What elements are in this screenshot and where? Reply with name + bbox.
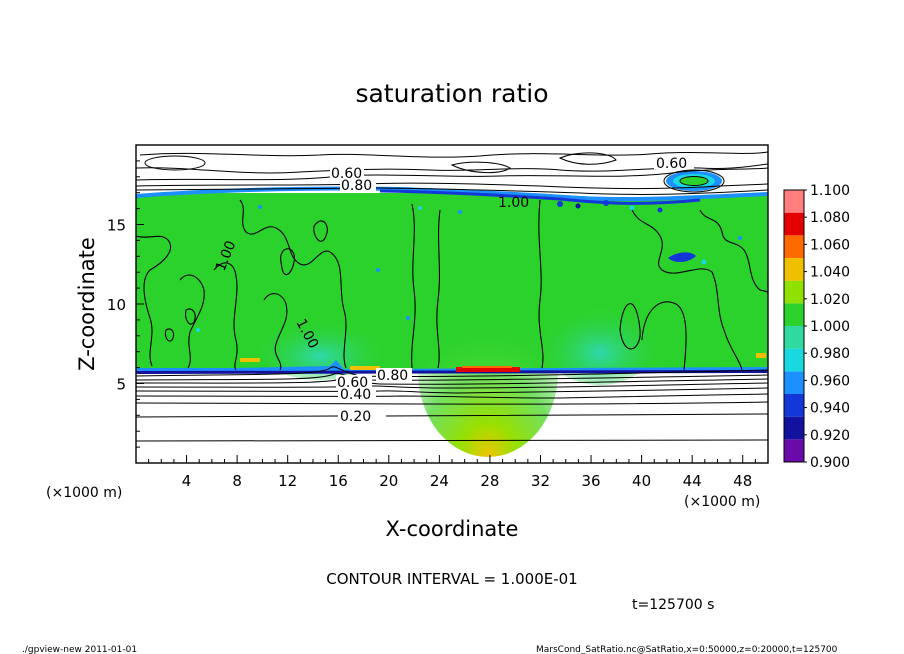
x-tick-label: 24 <box>430 472 449 490</box>
colorbar-label: 0.980 <box>810 346 850 362</box>
contour-interval-note: CONTOUR INTERVAL = 1.000E-01 <box>326 570 577 588</box>
x-tick-label: 28 <box>480 472 499 490</box>
y-tick-label: 10 <box>107 296 126 314</box>
colorbar-label: 1.100 <box>810 183 850 199</box>
contour-label: 0.80 <box>377 368 408 384</box>
colorbar-swatch <box>784 348 804 372</box>
colorbar-label: 1.020 <box>810 292 850 308</box>
colorbar-swatch <box>784 258 804 281</box>
y-axis-label: Z-coordinate <box>75 237 99 371</box>
colorbar-swatch <box>784 416 804 440</box>
x-tick-label: 20 <box>379 472 398 490</box>
colorbar-swatch <box>784 303 804 326</box>
chart-title: saturation ratio <box>355 79 548 108</box>
x-unit-label-right: (×1000 m) <box>684 494 760 510</box>
colorbar-swatch <box>784 439 804 462</box>
footer-right: MarsCond_SatRatio.nc@SatRatio,x=0:50000,… <box>536 645 838 654</box>
colorbar-swatch <box>784 235 804 258</box>
x-tick-label: 40 <box>632 472 651 490</box>
colorbar-swatch <box>784 212 804 236</box>
x-tick-label: 36 <box>581 472 600 490</box>
x-tick-label: 8 <box>232 472 242 490</box>
colorbar-swatch <box>784 326 804 349</box>
contour-label: 0.80 <box>341 178 372 194</box>
x-unit-label-left: (×1000 m) <box>46 485 122 501</box>
colorbar-swatch <box>784 190 804 213</box>
x-tick-label: 16 <box>329 472 348 490</box>
colorbar-swatch <box>784 394 804 417</box>
contour-label: 1.00 <box>498 195 529 211</box>
colorbar-label: 1.000 <box>810 319 850 335</box>
y-tick-label: 15 <box>107 217 126 235</box>
x-tick-label: 32 <box>531 472 550 490</box>
contour-label: 0.60 <box>656 156 687 172</box>
colorbar-swatch <box>784 371 804 394</box>
x-tick-label: 4 <box>182 472 192 490</box>
colorbar-label: 0.920 <box>810 428 850 444</box>
contour-label: 0.40 <box>340 387 371 403</box>
colorbar-label: 1.080 <box>810 210 850 226</box>
colorbar-label: 0.900 <box>810 455 850 471</box>
x-tick-label: 44 <box>683 472 702 490</box>
x-tick-label: 12 <box>278 472 297 490</box>
contour-label: 0.20 <box>340 409 371 425</box>
colorbar-label: 1.060 <box>810 237 850 253</box>
x-axis-label: X-coordinate <box>386 517 519 541</box>
y-tick-label: 5 <box>116 376 126 394</box>
footer-left: ./gpview-new 2011-01-01 <box>22 645 137 654</box>
colorbar-label: 1.040 <box>810 265 850 281</box>
y-axis: 5 10 15 <box>107 160 144 448</box>
plot-area: 0.60 0.80 1.00 1.00 1.00 0.60 0.80 0.60 … <box>136 145 768 463</box>
colorbar: 0.900 0.920 0.940 0.960 0.980 1.000 1.020 1.040… <box>783 183 850 471</box>
colorbar-label: 0.940 <box>810 401 850 417</box>
x-tick-label: 48 <box>733 472 752 490</box>
colorbar-label: 0.960 <box>810 373 850 389</box>
x-axis: 4 8 12 16 20 24 28 32 36 40 44 48 <box>148 455 756 490</box>
colorbar-swatch <box>784 280 804 304</box>
time-label: t=125700 s <box>632 597 714 613</box>
